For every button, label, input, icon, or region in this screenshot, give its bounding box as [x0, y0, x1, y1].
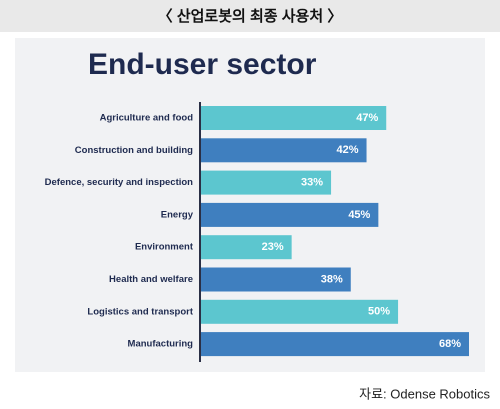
category-label: Manufacturing	[128, 339, 194, 350]
category-label: Environment	[135, 242, 194, 253]
value-label: 33%	[301, 177, 323, 189]
bar	[201, 202, 379, 227]
chart-title: End-user sector	[88, 48, 317, 81]
category-label: Construction and building	[75, 145, 193, 156]
bar	[201, 235, 292, 260]
value-label: 23%	[262, 241, 284, 253]
bar	[201, 267, 351, 292]
category-label: Logistics and transport	[87, 306, 193, 317]
header: 〈 산업로봇의 최종 사용처 〉	[158, 7, 343, 25]
category-label: Energy	[161, 209, 194, 220]
bar	[201, 332, 469, 357]
bar	[201, 106, 387, 130]
value-label: 68%	[439, 338, 461, 350]
bar	[201, 138, 367, 163]
value-label: 47%	[356, 112, 378, 124]
value-label: 38%	[321, 273, 343, 285]
bar	[201, 299, 399, 324]
bar	[201, 170, 332, 195]
value-label: 42%	[336, 144, 358, 156]
source: 자료: Odense Robotics	[359, 386, 490, 401]
header-band	[0, 0, 500, 32]
value-label: 50%	[368, 306, 390, 318]
value-label: 45%	[348, 209, 370, 221]
category-label: Agriculture and food	[100, 113, 194, 124]
category-label: Defence, security and inspection	[45, 177, 194, 188]
category-label: Health and welfare	[109, 274, 193, 285]
